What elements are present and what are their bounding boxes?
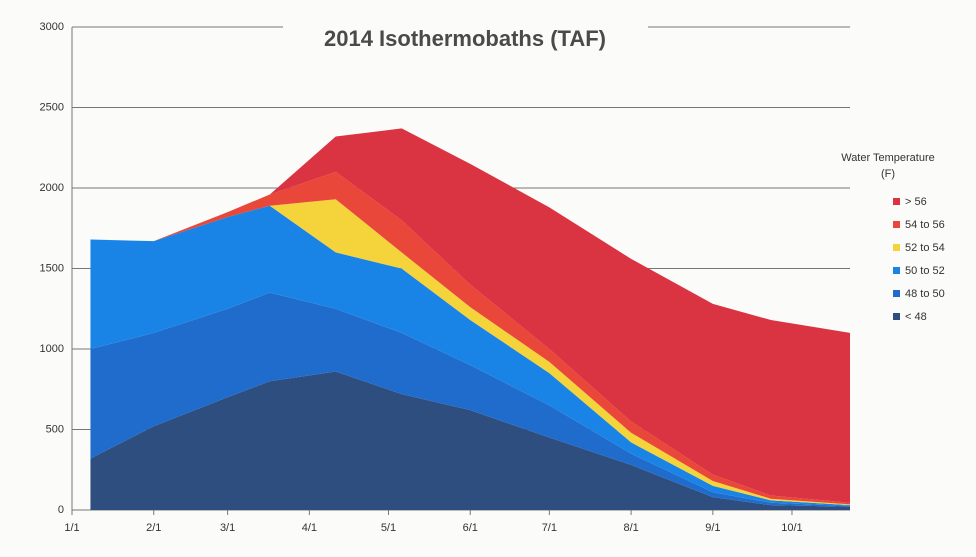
legend-label: 54 to 56 xyxy=(905,218,945,231)
y-tick-label: 1000 xyxy=(40,343,64,355)
legend: Water Temperature (F) > 56 54 to 56 52 to … xyxy=(838,150,968,328)
legend-swatch xyxy=(893,198,900,205)
legend-item: < 48 xyxy=(838,305,968,328)
legend-swatch xyxy=(893,313,900,320)
legend-label: 48 to 50 xyxy=(905,287,945,300)
area xyxy=(90,292,851,507)
area xyxy=(90,205,851,506)
x-tick-label: 4/1 xyxy=(302,522,317,534)
y-tick-label: 0 xyxy=(58,504,64,516)
legend-label: 50 to 52 xyxy=(905,264,945,277)
y-tick-label: 500 xyxy=(46,423,64,435)
y-tick-label: 2000 xyxy=(40,182,64,194)
y-tick-label: 1500 xyxy=(40,262,64,274)
area xyxy=(90,371,851,510)
legend-swatch xyxy=(893,267,900,274)
x-tick-label: 1/1 xyxy=(64,522,79,534)
legend-swatch xyxy=(893,290,900,297)
legend-item: 48 to 50 xyxy=(838,282,968,305)
legend-label: 52 to 54 xyxy=(905,241,945,254)
y-tick-label: 2500 xyxy=(40,101,64,113)
legend-label: < 48 xyxy=(905,310,927,323)
y-tick-label: 3000 xyxy=(40,21,64,33)
legend-item: 54 to 56 xyxy=(838,213,968,236)
title-box xyxy=(283,22,648,58)
legend-label: > 56 xyxy=(905,195,927,208)
x-tick-label: 3/1 xyxy=(220,522,235,534)
legend-item: > 56 xyxy=(838,190,968,213)
x-tick-label: 9/1 xyxy=(705,522,720,534)
x-tick-label: 10/1 xyxy=(781,522,802,534)
x-tick-label: 6/1 xyxy=(463,522,478,534)
legend-swatch xyxy=(893,221,900,228)
legend-item: 52 to 54 xyxy=(838,236,968,259)
legend-swatch xyxy=(893,244,900,251)
x-tick-label: 5/1 xyxy=(381,522,396,534)
x-tick-label: 2/1 xyxy=(146,522,161,534)
legend-item: 50 to 52 xyxy=(838,259,968,282)
legend-title: Water Temperature (F) xyxy=(841,152,935,180)
chart-title: 2014 Isothermobaths (TAF) xyxy=(324,26,606,51)
x-tick-label: 7/1 xyxy=(542,522,557,534)
x-tick-label: 8/1 xyxy=(623,522,638,534)
area xyxy=(90,128,851,503)
